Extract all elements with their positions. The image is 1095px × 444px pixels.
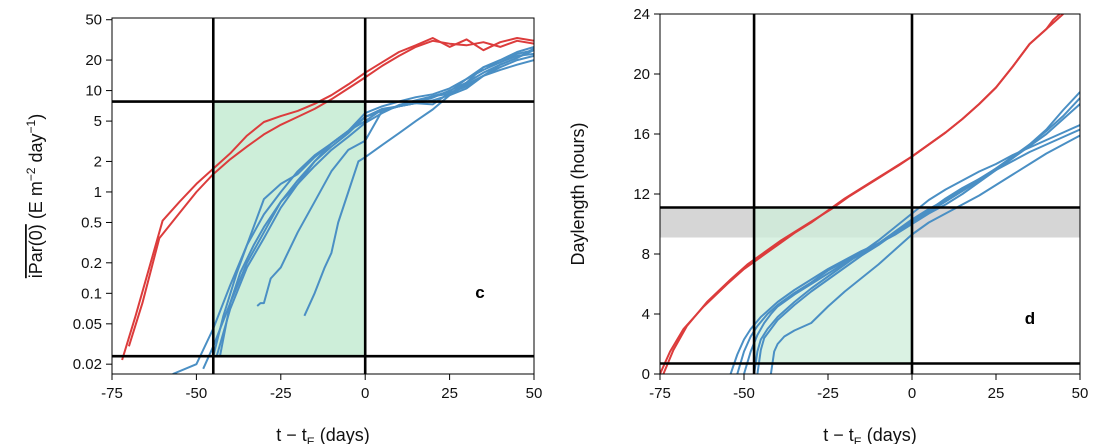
chart-panel-c: -75 -50 -25 0 25 50 0.020.050.10.20.512510205… <box>24 12 542 444</box>
reference-lines-c <box>112 18 534 374</box>
series-line-blue-4 <box>743 103 1080 374</box>
x-tick-label: 50 <box>1072 385 1089 402</box>
shaded-region <box>754 207 912 364</box>
y-tick-label: 2 <box>94 153 102 170</box>
x-tick-label: -50 <box>733 385 755 402</box>
series-line-blue-8 <box>303 59 534 317</box>
shaded-region-d <box>754 207 912 364</box>
x-tick-label: 0 <box>908 385 916 402</box>
series-line-red-1 <box>121 37 534 361</box>
x-tick-label: 25 <box>988 385 1005 402</box>
y-tick-label: 1 <box>94 184 102 201</box>
shaded-region <box>213 101 366 357</box>
series-line-red-1 <box>662 14 1064 374</box>
y-tick-label: 0.5 <box>81 214 102 231</box>
panel-label-c: c <box>475 283 484 302</box>
x-tick-label: -75 <box>101 385 123 402</box>
x-axis-title-c: t − tE (days) <box>276 425 370 444</box>
series-line-blue-4 <box>215 49 534 357</box>
y-tick-label: 5 <box>94 113 102 130</box>
series-line-red-0 <box>127 39 534 347</box>
y-axis-c: 0.02 0.05 0.1 0.2 0.5 1 2 5 10 20 50 <box>73 12 112 373</box>
y-tick-label: 50 <box>85 12 102 29</box>
y-tick-label: 20 <box>85 52 102 69</box>
series-group-d <box>660 14 1080 374</box>
series-line-blue-7 <box>769 134 1080 374</box>
x-tick-label: -25 <box>817 385 839 402</box>
y-tick-label: 10 <box>85 83 102 100</box>
series-line-blue-6 <box>756 128 1080 374</box>
y-tick-label: 0.1 <box>81 285 102 302</box>
reference-lines-d <box>660 14 1080 374</box>
y-axis-title-c-main: iPar(0) <box>26 224 46 278</box>
y-tick-label: 20 <box>633 66 650 83</box>
y-tick-label: 0.02 <box>73 356 102 373</box>
y-tick-label: 0.05 <box>73 316 102 333</box>
y-tick-label: 24 <box>633 6 650 23</box>
panel-label-d: d <box>1025 309 1035 328</box>
x-tick-label: 0 <box>361 385 369 402</box>
shaded-region-c <box>213 101 366 357</box>
x-tick-label: -25 <box>270 385 292 402</box>
x-tick-label: 25 <box>441 385 458 402</box>
x-axis-c: -75 -50 -25 0 25 50 <box>101 374 542 402</box>
y-tick-label: 0 <box>642 366 650 383</box>
series-line-blue-6 <box>256 52 534 307</box>
y-tick-label: 12 <box>633 186 650 203</box>
y-tick-label: 0.2 <box>81 255 102 272</box>
y-axis-title-d: Daylength (hours) <box>568 122 588 265</box>
y-axis-d: 0 4 8 12 16 20 24 <box>633 6 660 383</box>
y-tick-label: 4 <box>642 306 650 323</box>
series-line-blue-5 <box>753 124 1080 374</box>
y-tick-label: 16 <box>633 126 650 143</box>
y-axis-title-c: iPar(0) (E m−2 day−1) <box>24 114 46 278</box>
x-tick-label: 50 <box>526 385 543 402</box>
plot-frame-c <box>111 17 535 375</box>
x-tick-label: -50 <box>186 385 208 402</box>
y-tick-label: 8 <box>642 246 650 263</box>
x-tick-label: -75 <box>649 385 671 402</box>
x-axis-title-d: t − tE (days) <box>823 425 917 444</box>
x-axis-d: -75 -50 -25 0 25 50 <box>649 374 1088 402</box>
chart-panel-d: -75 -50 -25 0 25 50 0 4 8 12 16 20 24 d t − tE (day… <box>568 6 1088 444</box>
